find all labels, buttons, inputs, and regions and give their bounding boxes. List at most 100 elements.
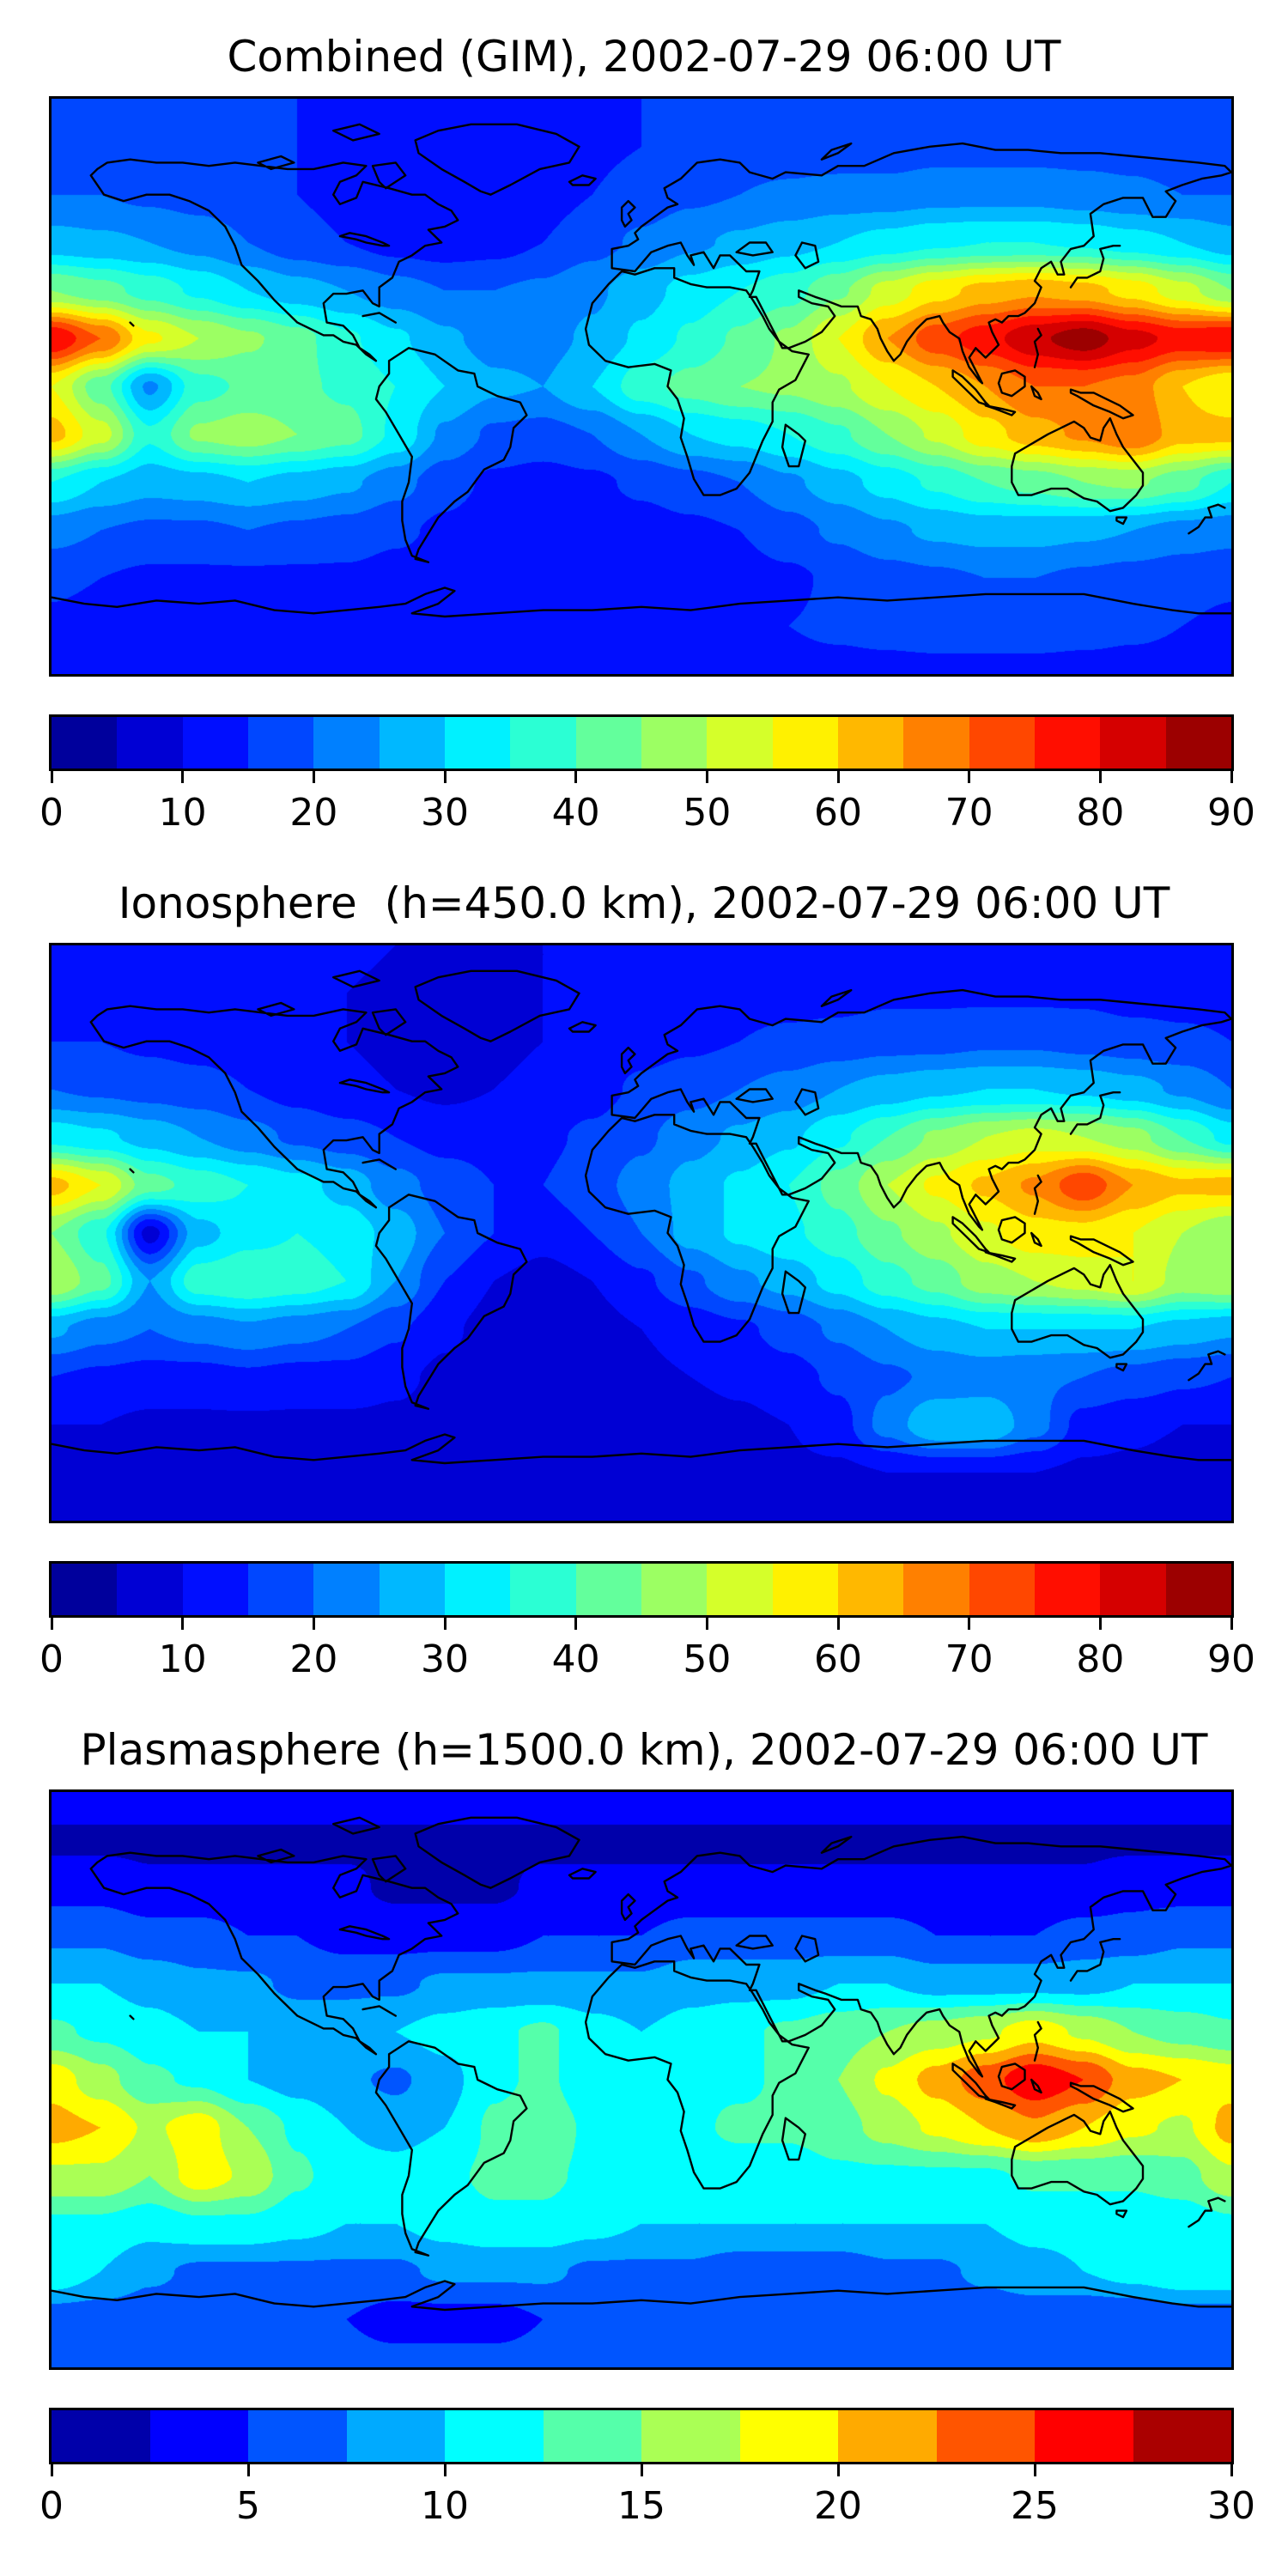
colorbar-tick: [1033, 2464, 1036, 2476]
colorbar-tick-label: 0: [39, 2484, 64, 2528]
colorbar-tick: [968, 771, 971, 783]
colorbar-tick: [574, 1618, 578, 1630]
colorbar-segment: [248, 2410, 347, 2462]
coastlines-overlay: [52, 1816, 1231, 2312]
panel-plasmasphere: Plasmasphere (h=1500.0 km), 2002-07-29 0…: [0, 1693, 1288, 2540]
colorbar-segment: [575, 1564, 641, 1615]
colorbar-tick-label: 70: [945, 791, 993, 835]
colorbar-segment: [641, 717, 708, 769]
colorbar-segment: [444, 1564, 511, 1615]
colorbar-tick: [312, 771, 315, 783]
colorbar-segment: [313, 1564, 380, 1615]
map-ionosphere: [49, 943, 1234, 1523]
colorbar-tick: [50, 2464, 53, 2476]
map-plasmasphere: [49, 1789, 1234, 2370]
colorbar-tick-label: 30: [421, 791, 469, 835]
colorbar-labels-ionosphere: 0 10 20 30 40 50 60 70 80 90: [39, 1637, 1255, 1683]
colorbar-segment: [838, 2410, 937, 2462]
colorbar-segment: [444, 717, 511, 769]
colorbar-ticks-combined: [49, 771, 1234, 785]
colorbar-tick: [246, 2464, 250, 2476]
colorbar-tick-label: 40: [551, 791, 600, 835]
colorbar-segment: [772, 1564, 838, 1615]
colorbar-segment: [1133, 2410, 1231, 2462]
colorbar-segment: [707, 717, 773, 769]
colorbar-segment: [707, 1564, 773, 1615]
panel-title-combined: Combined (GIM), 2002-07-29 06:00 UT: [227, 32, 1061, 82]
colorbar-segment: [969, 717, 1035, 769]
colorbar-segment: [510, 1564, 576, 1615]
colorbar-tick-label: 20: [289, 791, 338, 835]
colorbar-tick-label: 90: [1207, 1637, 1255, 1681]
colorbar-tick-label: 30: [1207, 2484, 1255, 2528]
colorbar-segment: [772, 717, 838, 769]
colorbar-segment: [52, 717, 118, 769]
colorbar-tick-label: 15: [617, 2484, 665, 2528]
colorbar-tick-label: 20: [814, 2484, 862, 2528]
coastlines-path: [52, 1816, 1231, 2312]
colorbar-segment: [346, 2410, 445, 2462]
colorbar-segment: [247, 1564, 314, 1615]
colorbar-segment: [149, 2410, 248, 2462]
colorbar-segment: [1100, 717, 1166, 769]
colorbar-segment: [1100, 1564, 1166, 1615]
colorbar-tick: [1230, 2464, 1233, 2476]
colorbar-segment: [1165, 717, 1231, 769]
colorbar-tick-label: 25: [1011, 2484, 1059, 2528]
colorbar-tick-label: 40: [551, 1637, 600, 1681]
colorbar-segment: [52, 1564, 118, 1615]
colorbar-tick-label: 10: [421, 2484, 469, 2528]
colorbar-tick: [1230, 1618, 1233, 1630]
coastlines-path: [52, 123, 1231, 618]
colorbar-tick-label: 60: [814, 791, 862, 835]
colorbar-segment: [117, 717, 183, 769]
colorbar-segment: [52, 2410, 150, 2462]
colorbar-tick-label: 5: [236, 2484, 260, 2528]
colorbar-tick-label: 0: [39, 1637, 64, 1681]
colorbar-segment: [903, 717, 969, 769]
colorbar-plasmasphere: [49, 2408, 1234, 2464]
colorbar-segment: [1034, 717, 1101, 769]
colorbar-segment: [641, 2410, 740, 2462]
colorbar-combined: [49, 714, 1234, 771]
colorbar-segment: [247, 717, 314, 769]
colorbar-tick: [50, 1618, 53, 1630]
colorbar-segment: [1165, 1564, 1231, 1615]
colorbar-segment: [117, 1564, 183, 1615]
colorbar-segment: [445, 2410, 544, 2462]
colorbar-tick-label: 10: [158, 1637, 207, 1681]
colorbar-tick: [836, 1618, 840, 1630]
colorbar-segment: [969, 1564, 1035, 1615]
coastlines-overlay: [52, 969, 1231, 1465]
colorbar-segment: [739, 2410, 838, 2462]
colorbar-segment: [837, 1564, 904, 1615]
colorbar-segment: [936, 2410, 1035, 2462]
colorbar-tick-label: 10: [158, 791, 207, 835]
coastlines-path: [52, 969, 1231, 1465]
colorbar-segment: [903, 1564, 969, 1615]
colorbar-segment: [182, 717, 248, 769]
colorbar-tick: [640, 2464, 643, 2476]
heatmap-canvas-plasmasphere: [52, 1792, 1231, 2367]
heatmap-canvas-combined: [52, 99, 1231, 674]
colorbar-segment: [575, 717, 641, 769]
colorbar-segment: [313, 717, 380, 769]
colorbar-segment: [543, 2410, 641, 2462]
colorbar-tick: [836, 2464, 840, 2476]
colorbar-tick-label: 20: [289, 1637, 338, 1681]
colorbar-tick: [836, 771, 840, 783]
coastlines-overlay: [52, 123, 1231, 618]
colorbar-tick: [1098, 771, 1102, 783]
colorbar-labels-combined: 0 10 20 30 40 50 60 70 80 90: [39, 791, 1255, 836]
colorbar-tick-label: 30: [421, 1637, 469, 1681]
map-combined: [49, 96, 1234, 677]
colorbar-tick: [574, 771, 578, 783]
colorbar-segment: [641, 1564, 708, 1615]
heatmap-canvas-ionosphere: [52, 945, 1231, 1521]
colorbar-tick-label: 0: [39, 791, 64, 835]
colorbar-tick-label: 80: [1076, 791, 1125, 835]
colorbar-tick: [181, 771, 185, 783]
colorbar-tick: [1098, 1618, 1102, 1630]
colorbar-tick-label: 70: [945, 1637, 993, 1681]
colorbar-tick-label: 90: [1207, 791, 1255, 835]
